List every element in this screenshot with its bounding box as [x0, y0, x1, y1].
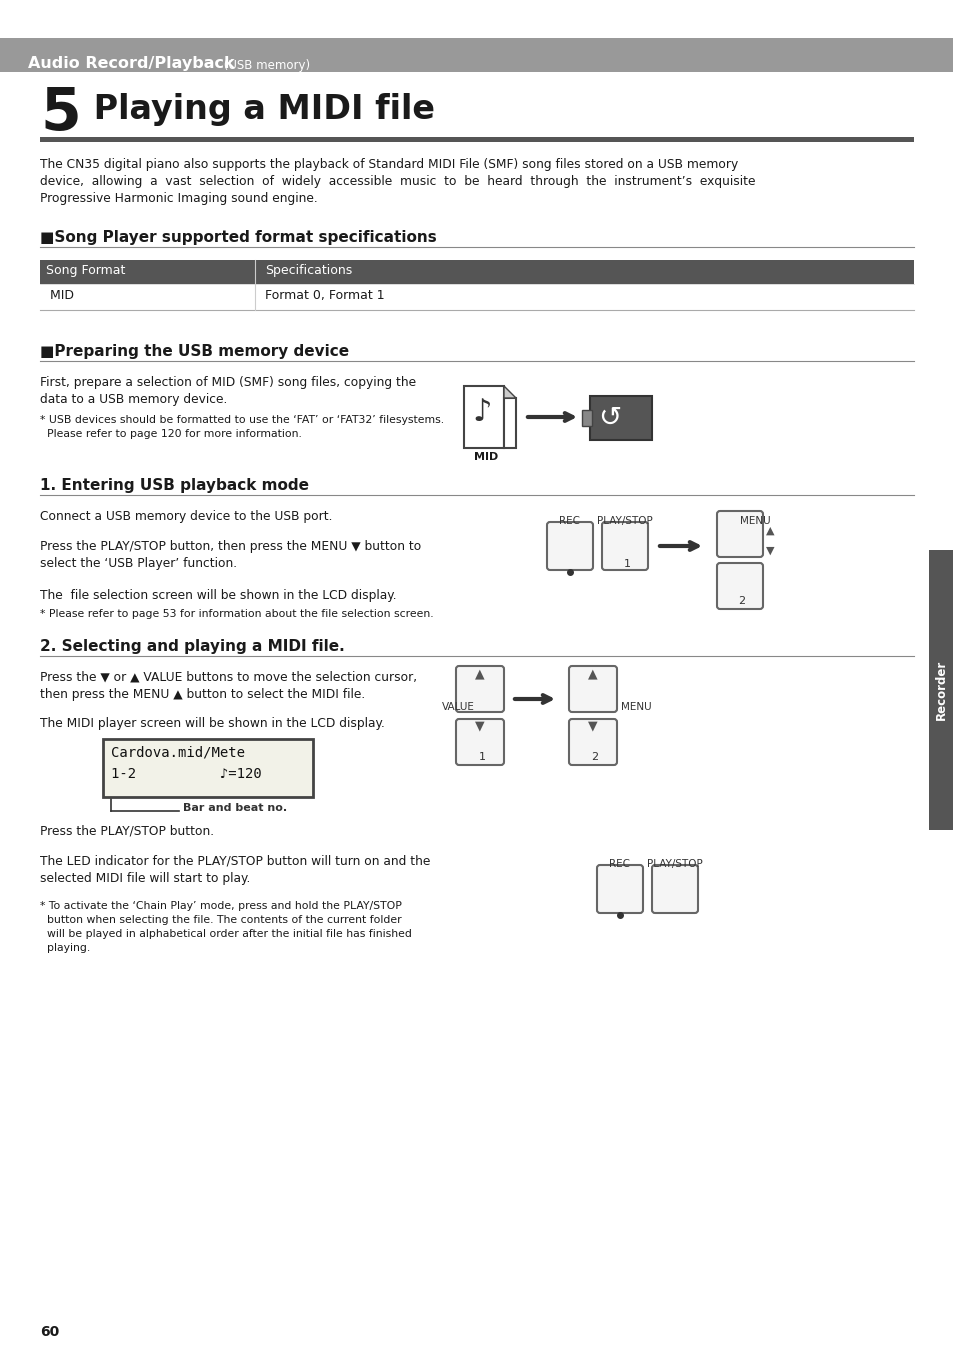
Text: data to a USB memory device.: data to a USB memory device. — [40, 393, 227, 406]
Text: Press the ▼ or ▲ VALUE buttons to move the selection cursor,: Press the ▼ or ▲ VALUE buttons to move t… — [40, 671, 416, 684]
FancyBboxPatch shape — [546, 522, 593, 570]
Text: Connect a USB memory device to the USB port.: Connect a USB memory device to the USB p… — [40, 510, 333, 522]
Text: * USB devices should be formatted to use the ‘FAT’ or ‘FAT32’ filesystems.: * USB devices should be formatted to use… — [40, 414, 444, 425]
Text: VALUE: VALUE — [441, 702, 475, 711]
Bar — [40, 261, 913, 284]
Text: ▼: ▼ — [765, 545, 774, 556]
Text: 1-2          ♪=120: 1-2 ♪=120 — [111, 767, 261, 782]
Text: selected MIDI file will start to play.: selected MIDI file will start to play. — [40, 872, 250, 886]
Text: Recorder: Recorder — [934, 660, 946, 720]
Text: (USB memory): (USB memory) — [220, 59, 310, 72]
FancyBboxPatch shape — [717, 512, 762, 558]
Text: ■Song Player supported format specifications: ■Song Player supported format specificat… — [40, 230, 436, 244]
Text: Cardova.mid/Mete: Cardova.mid/Mete — [111, 745, 245, 759]
Text: 1: 1 — [623, 559, 630, 568]
Text: MID: MID — [46, 289, 74, 302]
Text: ▲: ▲ — [765, 526, 774, 536]
Text: The CN35 digital piano also supports the playback of Standard MIDI File (SMF) so: The CN35 digital piano also supports the… — [40, 158, 738, 171]
Bar — [40, 136, 913, 142]
FancyBboxPatch shape — [651, 865, 698, 913]
Text: Playing a MIDI file: Playing a MIDI file — [82, 93, 435, 126]
FancyBboxPatch shape — [456, 720, 503, 765]
Text: device,  allowing  a  vast  selection  of  widely  accessible  music  to  be  he: device, allowing a vast selection of wid… — [40, 176, 755, 188]
Text: Press the PLAY/STOP button, then press the MENU ▼ button to: Press the PLAY/STOP button, then press t… — [40, 540, 421, 553]
Text: Press the PLAY/STOP button.: Press the PLAY/STOP button. — [40, 825, 213, 838]
FancyBboxPatch shape — [601, 522, 647, 570]
Bar — [589, 396, 651, 440]
FancyBboxPatch shape — [597, 865, 642, 913]
Text: Progressive Harmonic Imaging sound engine.: Progressive Harmonic Imaging sound engin… — [40, 192, 317, 205]
Text: 60: 60 — [40, 1324, 59, 1339]
FancyBboxPatch shape — [456, 666, 503, 711]
Text: Audio Record/Playback: Audio Record/Playback — [28, 55, 234, 72]
Text: Specifications: Specifications — [265, 265, 352, 277]
Text: select the ‘USB Player’ function.: select the ‘USB Player’ function. — [40, 558, 237, 570]
Text: * Please refer to page 53 for information about the file selection screen.: * Please refer to page 53 for informatio… — [40, 609, 434, 620]
Text: PLAY/STOP: PLAY/STOP — [597, 516, 652, 526]
Text: ■Preparing the USB memory device: ■Preparing the USB memory device — [40, 344, 349, 359]
Bar — [463, 386, 503, 448]
Polygon shape — [503, 386, 516, 398]
Text: 1. Entering USB playback mode: 1. Entering USB playback mode — [40, 478, 309, 493]
FancyBboxPatch shape — [568, 720, 617, 765]
Text: 2: 2 — [738, 595, 745, 606]
Text: ▼: ▼ — [588, 720, 598, 732]
Bar — [503, 398, 516, 448]
Bar — [581, 410, 592, 427]
Text: REC: REC — [609, 859, 630, 869]
Text: * To activate the ‘Chain Play’ mode, press and hold the PLAY/STOP: * To activate the ‘Chain Play’ mode, pre… — [40, 900, 401, 911]
FancyBboxPatch shape — [568, 666, 617, 711]
Text: 2. Selecting and playing a MIDI file.: 2. Selecting and playing a MIDI file. — [40, 639, 344, 653]
Bar — [40, 284, 913, 310]
Bar — [103, 738, 313, 796]
Text: 2: 2 — [591, 752, 598, 761]
Text: Please refer to page 120 for more information.: Please refer to page 120 for more inform… — [40, 429, 301, 439]
Text: Format 0, Format 1: Format 0, Format 1 — [265, 289, 384, 302]
Text: playing.: playing. — [40, 944, 91, 953]
Bar — [0, 38, 953, 72]
Text: will be played in alphabetical order after the initial file has finished: will be played in alphabetical order aft… — [40, 929, 412, 940]
Text: ▲: ▲ — [588, 667, 598, 680]
Text: ↺: ↺ — [598, 404, 620, 432]
Text: then press the MENU ▲ button to select the MIDI file.: then press the MENU ▲ button to select t… — [40, 688, 365, 701]
Text: First, prepare a selection of MID (SMF) song files, copying the: First, prepare a selection of MID (SMF) … — [40, 377, 416, 389]
Text: The LED indicator for the PLAY/STOP button will turn on and the: The LED indicator for the PLAY/STOP butt… — [40, 855, 430, 868]
Text: ▼: ▼ — [475, 720, 484, 732]
Text: button when selecting the file. The contents of the current folder: button when selecting the file. The cont… — [40, 915, 401, 925]
Text: Song Format: Song Format — [46, 265, 125, 277]
FancyBboxPatch shape — [717, 563, 762, 609]
Text: The  file selection screen will be shown in the LCD display.: The file selection screen will be shown … — [40, 589, 396, 602]
Bar — [928, 549, 953, 830]
Text: MENU: MENU — [739, 516, 769, 526]
Text: The MIDI player screen will be shown in the LCD display.: The MIDI player screen will be shown in … — [40, 717, 384, 730]
Text: Bar and beat no.: Bar and beat no. — [183, 803, 287, 813]
Text: PLAY/STOP: PLAY/STOP — [646, 859, 702, 869]
Text: REC: REC — [558, 516, 579, 526]
Text: ♪: ♪ — [472, 398, 491, 427]
Text: 5: 5 — [40, 85, 81, 142]
Text: MENU: MENU — [620, 702, 651, 711]
Text: 1: 1 — [478, 752, 485, 761]
Text: MID: MID — [474, 452, 497, 462]
Text: ▲: ▲ — [475, 667, 484, 680]
